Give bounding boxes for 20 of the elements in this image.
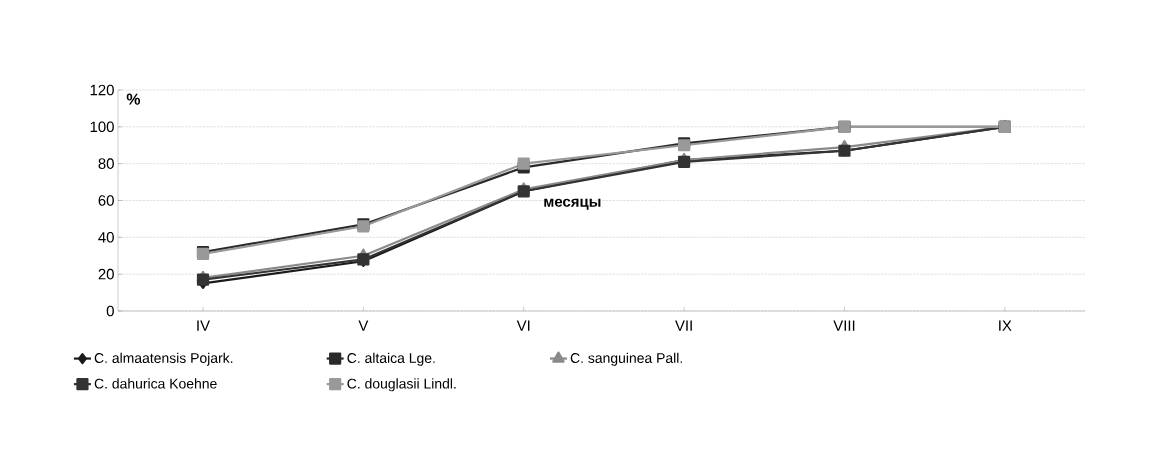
x-tick-label: IV	[197, 320, 210, 331]
legend-label: C. sanguinea Pall.	[570, 352, 682, 366]
y-axis-title: %	[126, 93, 141, 105]
x-tick-label: VII	[675, 320, 692, 331]
legend-label: C. altaica Lge.	[347, 352, 435, 366]
y-tick-label: 80	[98, 158, 114, 169]
y-tick-label: 120	[90, 84, 114, 96]
y-tick-label: 100	[90, 121, 114, 133]
legend-label: C. douglasii Lindl.	[347, 378, 456, 392]
x-tick-label: VIII	[833, 320, 855, 331]
x-axis-title: месяцы	[544, 198, 601, 210]
y-tick-label: 0	[106, 305, 114, 317]
y-tick-label: 40	[98, 232, 114, 243]
legend-label: C. dahurica Koehne	[94, 378, 217, 389]
legend-label: C. almaatensis Pojark.	[94, 352, 233, 366]
x-tick-label: IX	[999, 320, 1012, 331]
x-tick-label: VI	[516, 320, 530, 331]
x-tick-label: V	[358, 320, 369, 331]
y-tick-label: 60	[98, 195, 114, 206]
y-tick-label: 20	[98, 268, 114, 280]
